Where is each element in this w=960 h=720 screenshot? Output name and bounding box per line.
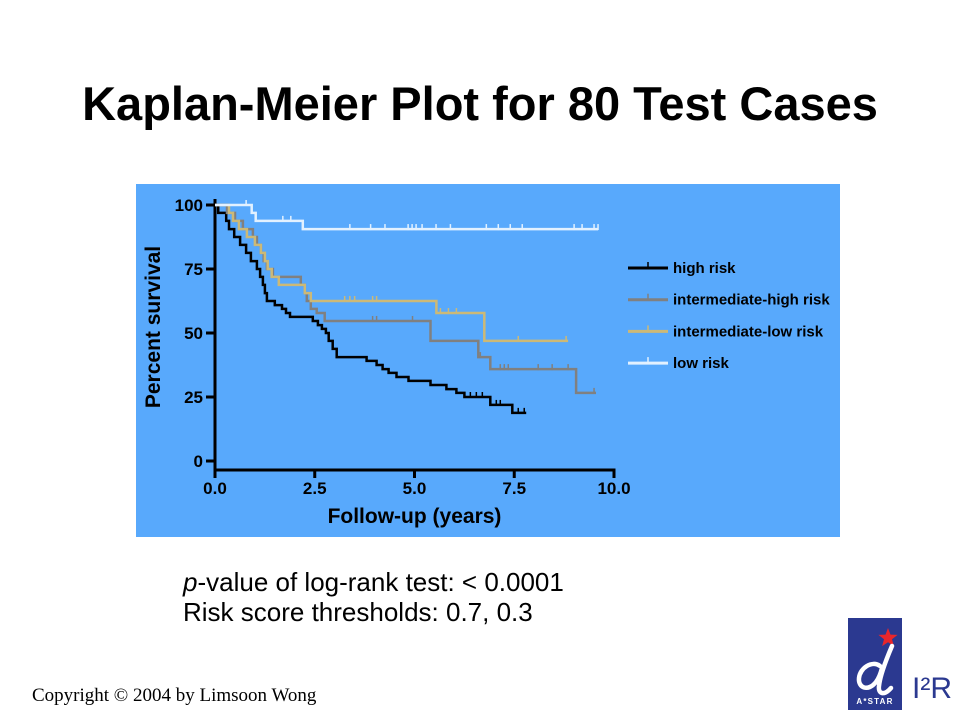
copyright-notice: Copyright © 2004 by Limsoon Wong (32, 685, 317, 706)
chart-notes: p-value of log-rank test: < 0.0001 Risk … (183, 567, 564, 627)
chart-panel: 0 25 50 75 100 0.0 2.5 5.0 7.5 10.0 high risk inte… (136, 184, 840, 537)
x-tick-label: 5.0 (403, 479, 427, 498)
y-tick-label: 75 (184, 260, 203, 279)
star-icon (878, 628, 898, 647)
survival-curves (215, 200, 599, 415)
chart-background (136, 184, 840, 537)
series-low-risk (215, 200, 599, 231)
chart-axes: 0 25 50 75 100 0.0 2.5 5.0 7.5 10.0 (175, 196, 631, 498)
logo-name: A*STAR (856, 697, 893, 706)
script-a-stem (876, 643, 895, 696)
series-intermediate-low-risk (215, 203, 569, 343)
script-a-icon (856, 643, 895, 696)
x-tick-label: 10.0 (597, 479, 630, 498)
legend-item: intermediate-low risk (628, 323, 824, 340)
x-tick-label: 7.5 (502, 479, 526, 498)
y-tick-label: 0 (194, 452, 203, 471)
y-axis-label: Percent survival (142, 246, 165, 408)
logo-graphic: A*STAR I²R (848, 618, 952, 710)
x-tick-label: 2.5 (303, 479, 327, 498)
survival-line-low-risk (215, 203, 598, 231)
legend-label: high risk (673, 260, 736, 277)
x-axis-label: Follow-up (years) (328, 505, 502, 528)
survival-line-intermediate-low-risk (215, 203, 569, 343)
y-tick-label: 50 (184, 324, 203, 343)
log-rank-note-italic: p (183, 567, 198, 597)
log-rank-note-text: -value of log-rank test: < 0.0001 (197, 567, 564, 597)
legend-label: intermediate-high risk (673, 292, 830, 309)
log-rank-note: p-value of log-rank test: < 0.0001 (183, 567, 564, 597)
legend-label: low risk (673, 355, 730, 372)
chart-legend: high risk intermediate-high risk intermedi… (628, 260, 830, 372)
legend-item: intermediate-high risk (628, 292, 830, 309)
legend-label: intermediate-low risk (673, 323, 824, 340)
y-tick-label: 25 (184, 388, 203, 407)
survival-line-high-risk (215, 203, 527, 415)
kaplan-meier-chart: 0 25 50 75 100 0.0 2.5 5.0 7.5 10.0 high risk inte… (136, 184, 840, 537)
legend-item: high risk (628, 260, 736, 277)
logo-institute: I²R (912, 672, 952, 705)
thresholds-note: Risk score thresholds: 0.7, 0.3 (183, 597, 533, 627)
slide-title: Kaplan-Meier Plot for 80 Test Cases (82, 77, 878, 130)
legend-item: low risk (628, 355, 730, 372)
y-tick-label: 100 (175, 196, 203, 215)
series-high-risk (215, 203, 527, 415)
x-tick-label: 0.0 (203, 479, 227, 498)
astar-i2r-logo: A*STAR I²R (846, 616, 958, 712)
